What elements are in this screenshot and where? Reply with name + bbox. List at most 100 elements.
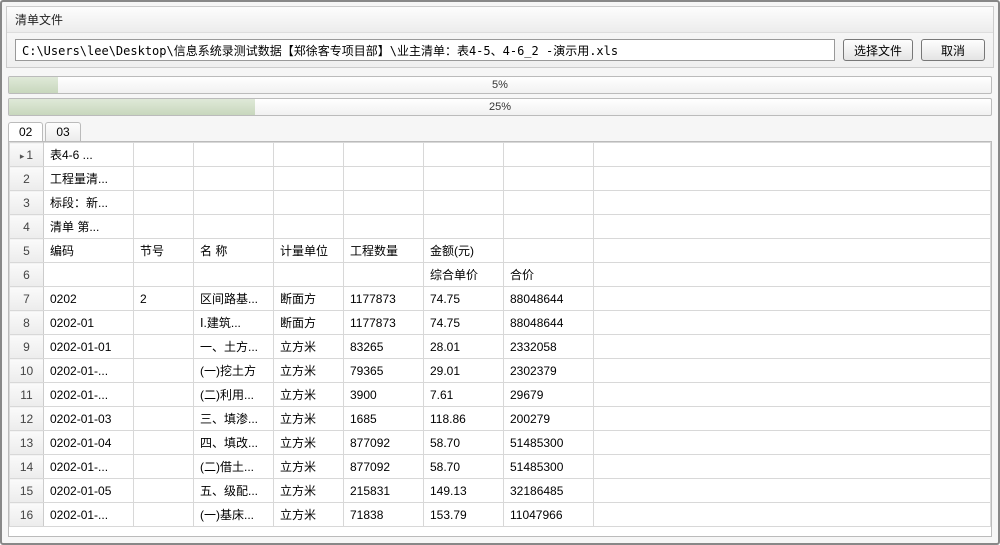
cell-price[interactable] xyxy=(424,143,504,167)
cell-name[interactable] xyxy=(194,263,274,287)
cell-qty[interactable]: 79365 xyxy=(344,359,424,383)
cell-unit[interactable]: 立方米 xyxy=(274,503,344,527)
cell-total[interactable]: 88048644 xyxy=(504,311,594,335)
cell-unit[interactable]: 立方米 xyxy=(274,479,344,503)
cell-code[interactable]: 0202-01-05 xyxy=(44,479,134,503)
cell-node[interactable] xyxy=(134,335,194,359)
cell-code[interactable]: 0202-01-... xyxy=(44,503,134,527)
cell-name[interactable]: 三、填渗... xyxy=(194,407,274,431)
row-header[interactable]: 15 xyxy=(10,479,44,503)
cell-qty[interactable]: 877092 xyxy=(344,455,424,479)
cell-name[interactable]: (二)利用... xyxy=(194,383,274,407)
cell-code[interactable]: 0202 xyxy=(44,287,134,311)
row-header[interactable]: 13 xyxy=(10,431,44,455)
table-row[interactable]: 5编码节号名 称计量单位工程数量金额(元) xyxy=(10,239,991,263)
cell-total[interactable] xyxy=(504,167,594,191)
cell-price[interactable] xyxy=(424,167,504,191)
cell-name[interactable]: 区间路基... xyxy=(194,287,274,311)
table-row[interactable]: 2工程量清... xyxy=(10,167,991,191)
cell-qty[interactable] xyxy=(344,215,424,239)
cell-qty[interactable]: 工程数量 xyxy=(344,239,424,263)
cell-code[interactable]: 0202-01-03 xyxy=(44,407,134,431)
cell-qty[interactable]: 1177873 xyxy=(344,287,424,311)
table-row[interactable]: 120202-01-03三、填渗...立方米1685118.86200279 xyxy=(10,407,991,431)
cell-code[interactable]: 标段：新... xyxy=(44,191,134,215)
cell-name[interactable]: (一)基床... xyxy=(194,503,274,527)
cell-node[interactable] xyxy=(134,407,194,431)
cell-code[interactable]: 清单 第... xyxy=(44,215,134,239)
cell-total[interactable]: 2332058 xyxy=(504,335,594,359)
cell-price[interactable]: 74.75 xyxy=(424,287,504,311)
table-row[interactable]: 100202-01-...(一)挖土方立方米7936529.012302379 xyxy=(10,359,991,383)
cell-node[interactable]: 2 xyxy=(134,287,194,311)
row-header[interactable]: 2 xyxy=(10,167,44,191)
cell-node[interactable] xyxy=(134,503,194,527)
cell-code[interactable]: 0202-01 xyxy=(44,311,134,335)
cell-name[interactable] xyxy=(194,191,274,215)
cell-node[interactable] xyxy=(134,479,194,503)
cell-price[interactable]: 58.70 xyxy=(424,455,504,479)
cell-node[interactable] xyxy=(134,359,194,383)
row-header[interactable]: 12 xyxy=(10,407,44,431)
tab-02[interactable]: 02 xyxy=(8,122,43,141)
cell-unit[interactable] xyxy=(274,167,344,191)
cell-total[interactable]: 11047966 xyxy=(504,503,594,527)
cell-node[interactable] xyxy=(134,431,194,455)
table-row[interactable]: 3标段：新... xyxy=(10,191,991,215)
cell-node[interactable] xyxy=(134,311,194,335)
cell-name[interactable]: (二)借土... xyxy=(194,455,274,479)
cell-node[interactable] xyxy=(134,455,194,479)
row-header[interactable]: 4 xyxy=(10,215,44,239)
table-row[interactable]: 110202-01-...(二)利用...立方米39007.6129679 xyxy=(10,383,991,407)
cell-node[interactable] xyxy=(134,383,194,407)
cell-code[interactable]: 0202-01-... xyxy=(44,359,134,383)
cell-total[interactable]: 合价 xyxy=(504,263,594,287)
cell-qty[interactable]: 215831 xyxy=(344,479,424,503)
cell-unit[interactable]: 立方米 xyxy=(274,455,344,479)
table-row[interactable]: 140202-01-...(二)借土...立方米87709258.7051485… xyxy=(10,455,991,479)
cell-unit[interactable] xyxy=(274,215,344,239)
file-path-input[interactable] xyxy=(15,39,835,61)
cell-price[interactable]: 118.86 xyxy=(424,407,504,431)
table-row[interactable]: 130202-01-04四、填改...立方米87709258.705148530… xyxy=(10,431,991,455)
cell-price[interactable]: 金额(元) xyxy=(424,239,504,263)
row-header[interactable]: 16 xyxy=(10,503,44,527)
cell-qty[interactable]: 1685 xyxy=(344,407,424,431)
cell-code[interactable]: 0202-01-... xyxy=(44,455,134,479)
cell-price[interactable]: 74.75 xyxy=(424,311,504,335)
cell-qty[interactable] xyxy=(344,263,424,287)
cell-unit[interactable]: 断面方 xyxy=(274,311,344,335)
cell-node[interactable] xyxy=(134,143,194,167)
cell-price[interactable]: 综合单价 xyxy=(424,263,504,287)
cell-code[interactable] xyxy=(44,263,134,287)
table-row[interactable]: 6综合单价合价 xyxy=(10,263,991,287)
cell-total[interactable]: 51485300 xyxy=(504,431,594,455)
cell-qty[interactable]: 1177873 xyxy=(344,311,424,335)
row-header[interactable]: 11 xyxy=(10,383,44,407)
table-row[interactable]: 80202-01Ⅰ.建筑...断面方117787374.7588048644 xyxy=(10,311,991,335)
cell-qty[interactable] xyxy=(344,143,424,167)
cell-price[interactable]: 28.01 xyxy=(424,335,504,359)
cell-unit[interactable] xyxy=(274,191,344,215)
cell-qty[interactable]: 71838 xyxy=(344,503,424,527)
cell-qty[interactable]: 3900 xyxy=(344,383,424,407)
cell-price[interactable]: 58.70 xyxy=(424,431,504,455)
cell-name[interactable]: 名 称 xyxy=(194,239,274,263)
cell-total[interactable] xyxy=(504,239,594,263)
row-header[interactable]: 10 xyxy=(10,359,44,383)
tab-03[interactable]: 03 xyxy=(45,122,80,141)
cell-code[interactable]: 编码 xyxy=(44,239,134,263)
cell-total[interactable] xyxy=(504,143,594,167)
row-header[interactable]: 5 xyxy=(10,239,44,263)
cancel-button[interactable]: 取消 xyxy=(921,39,985,61)
cell-price[interactable] xyxy=(424,191,504,215)
cell-code[interactable]: 0202-01-04 xyxy=(44,431,134,455)
cell-code[interactable]: 0202-01-... xyxy=(44,383,134,407)
grid-scroll[interactable]: 1表4-6 ...2工程量清...3标段：新...4清单 第...5编码节号名 … xyxy=(9,142,991,536)
cell-total[interactable]: 51485300 xyxy=(504,455,594,479)
cell-price[interactable] xyxy=(424,215,504,239)
cell-unit[interactable]: 立方米 xyxy=(274,383,344,407)
cell-name[interactable] xyxy=(194,143,274,167)
cell-qty[interactable]: 83265 xyxy=(344,335,424,359)
table-row[interactable]: 1表4-6 ... xyxy=(10,143,991,167)
